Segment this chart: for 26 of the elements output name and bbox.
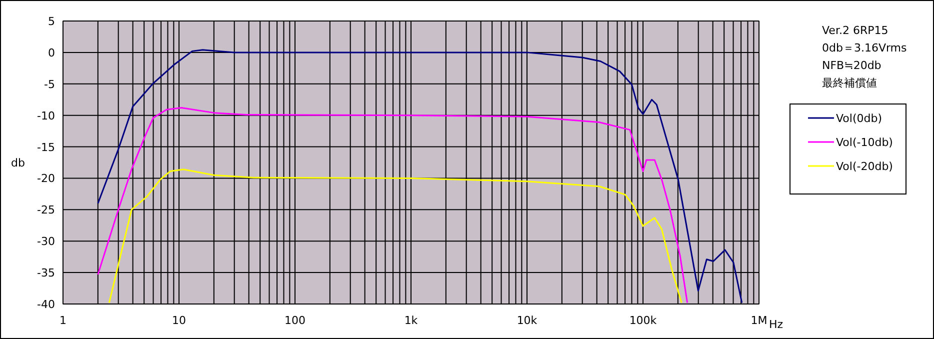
x-tick-label: 1 bbox=[60, 314, 66, 327]
x-tick-label: 1k bbox=[404, 314, 418, 327]
x-tick-label: 100k bbox=[629, 314, 658, 327]
y-tick-label: 0 bbox=[48, 46, 55, 60]
x-axis-title: Hz bbox=[769, 318, 784, 331]
x-tick-label: 1M bbox=[750, 314, 768, 327]
y-tick-label: -40 bbox=[37, 298, 55, 311]
y-tick-label: -25 bbox=[37, 204, 55, 217]
y-tick-label: -35 bbox=[37, 266, 55, 280]
y-tick-label: -30 bbox=[37, 235, 55, 248]
y-tick-label: -10 bbox=[37, 109, 55, 122]
y-tick-label: -20 bbox=[37, 172, 55, 186]
text: 最終補償値 bbox=[822, 76, 877, 90]
y-tick-label: -5 bbox=[44, 78, 55, 91]
legend-label: Vol(-10db) bbox=[836, 136, 893, 149]
y-tick-label: 5 bbox=[48, 15, 55, 28]
y-tick-label: -15 bbox=[37, 140, 55, 154]
x-tick-label: 10 bbox=[172, 314, 186, 327]
text: NFB≒20db bbox=[822, 59, 882, 72]
text: Ver.2 6RP15 bbox=[822, 24, 888, 37]
text: 0db＝3.16Vrms bbox=[822, 42, 908, 54]
x-tick-label: 100 bbox=[284, 314, 306, 327]
x-tick-label: 10k bbox=[516, 314, 538, 327]
y-axis-title: db bbox=[11, 156, 25, 170]
legend-label: Vol(-20db) bbox=[836, 160, 893, 173]
legend-label: Vol(0db) bbox=[836, 112, 882, 125]
